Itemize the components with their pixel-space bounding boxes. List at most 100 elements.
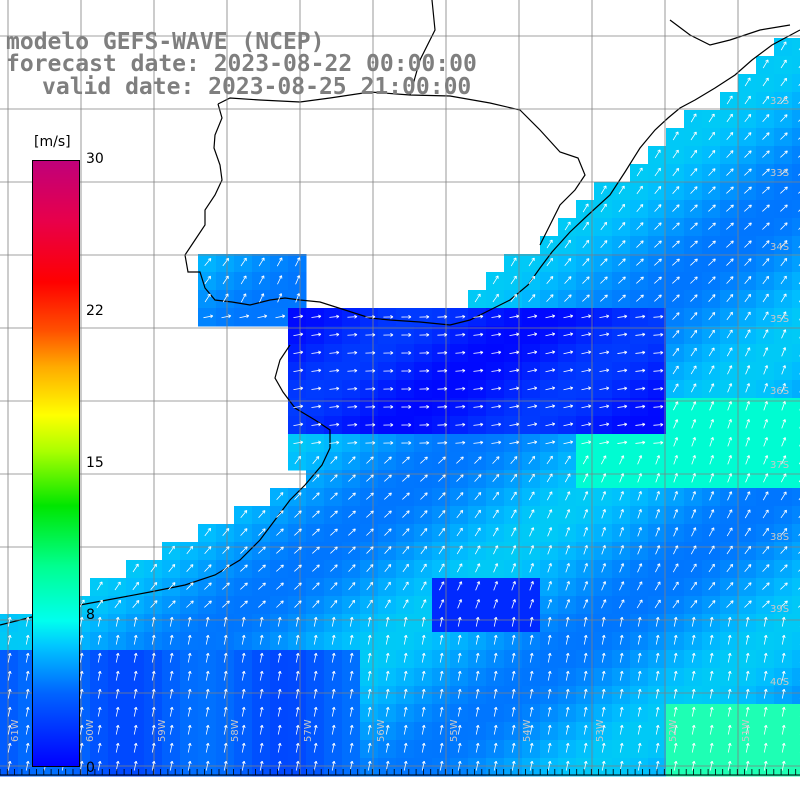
wind-arrow: [97, 760, 102, 771]
wind-arrow: [691, 616, 696, 627]
wind-arrow: [781, 365, 787, 375]
wind-arrow: [331, 616, 336, 627]
wind-arrow: [763, 670, 768, 681]
wind-arrow: [601, 634, 606, 645]
wind-arrow: [745, 742, 750, 753]
wind-arrow: [672, 294, 680, 302]
wind-arrow: [529, 742, 534, 753]
wind-arrow: [437, 314, 448, 319]
wind-arrow: [313, 616, 318, 627]
wind-arrow: [780, 600, 788, 608]
wind-cell: [792, 290, 800, 309]
wind-arrow: [491, 422, 502, 427]
wind-arrow: [547, 706, 552, 717]
wind-arrow: [79, 652, 84, 663]
wind-arrow: [563, 386, 574, 391]
wind-arrow: [781, 670, 786, 681]
wind-arrow: [672, 240, 680, 248]
wind-arrow: [691, 437, 697, 447]
wind-arrow: [151, 760, 156, 771]
wind-arrow: [690, 329, 698, 339]
wind-arrow: [529, 599, 535, 609]
coastline-outer: [0, 344, 331, 626]
wind-arrow: [493, 545, 499, 555]
wind-arrow: [583, 724, 588, 735]
wind-arrow: [691, 634, 696, 645]
wind-arrow: [456, 509, 464, 519]
wind-arrow: [385, 724, 390, 735]
wind-arrow: [673, 473, 678, 483]
wind-arrow: [221, 314, 232, 319]
wind-arrow: [565, 491, 571, 501]
wind-arrow: [672, 204, 680, 212]
wind-arrow: [781, 616, 786, 627]
wind-arrow: [600, 185, 607, 195]
wind-arrow: [744, 77, 751, 87]
wind-arrow: [529, 706, 534, 717]
wind-arrow: [492, 491, 499, 501]
wind-arrow: [726, 563, 734, 573]
wind-arrow: [727, 616, 732, 627]
wind-arrow: [563, 404, 574, 409]
wind-arrow: [635, 404, 646, 409]
wind-arrow: [150, 600, 158, 608]
wind-arrow: [744, 582, 752, 590]
wind-arrow: [727, 724, 732, 735]
wind-arrow: [619, 688, 624, 699]
colorbar: [32, 160, 80, 767]
wind-arrow: [745, 724, 750, 735]
wind-arrow: [781, 760, 786, 771]
wind-arrow: [780, 59, 787, 69]
wind-arrow: [708, 581, 716, 591]
wind-arrow: [187, 688, 192, 699]
wind-arrow: [618, 240, 626, 248]
wind-arrow: [617, 404, 628, 409]
wind-arrow: [475, 652, 480, 663]
wind-arrow: [223, 616, 228, 627]
wind-arrow: [311, 332, 322, 337]
wind-arrow: [457, 706, 462, 717]
wind-arrow: [528, 473, 535, 483]
wind-arrow: [222, 600, 230, 608]
wind-arrow: [294, 510, 302, 518]
wind-arrow: [385, 760, 390, 771]
wind-arrow: [401, 387, 412, 391]
wind-arrow: [690, 599, 698, 609]
wind-arrow: [635, 386, 646, 391]
wind-arrow: [601, 599, 607, 609]
wind-arrow: [601, 760, 606, 771]
wind-arrow: [672, 330, 680, 338]
wind-arrow: [672, 365, 679, 375]
wind-arrow: [258, 600, 266, 608]
wind-arrow: [204, 582, 212, 590]
wind-arrow: [637, 527, 643, 537]
wind-arrow: [456, 474, 464, 482]
wind-arrow: [727, 437, 732, 447]
wind-arrow: [437, 368, 448, 373]
wind-arrow: [295, 670, 300, 681]
wind-arrow: [780, 527, 788, 537]
wind-arrow: [331, 634, 336, 645]
wind-arrow: [654, 599, 661, 609]
wind-arrow: [691, 688, 696, 699]
wind-cell: [792, 344, 800, 363]
wind-arrow: [762, 564, 770, 572]
wind-arrow: [401, 351, 412, 355]
wind-arrow: [493, 616, 498, 627]
wind-arrow: [637, 563, 643, 573]
wind-arrow: [565, 706, 570, 717]
wind-arrow: [690, 204, 698, 212]
wind-arrow: [276, 564, 284, 572]
wind-arrow: [241, 634, 246, 645]
wind-arrow: [347, 404, 358, 409]
wind-arrow: [367, 688, 372, 699]
wind-arrow: [474, 545, 481, 555]
wind-arrow: [691, 724, 696, 735]
wind-arrow: [527, 422, 538, 427]
wind-arrow: [583, 473, 589, 483]
wind-arrow: [709, 724, 714, 735]
wind-arrow: [329, 440, 340, 445]
wind-arrow: [726, 150, 734, 158]
wind-arrow: [241, 760, 246, 771]
wind-arrow: [437, 422, 448, 427]
